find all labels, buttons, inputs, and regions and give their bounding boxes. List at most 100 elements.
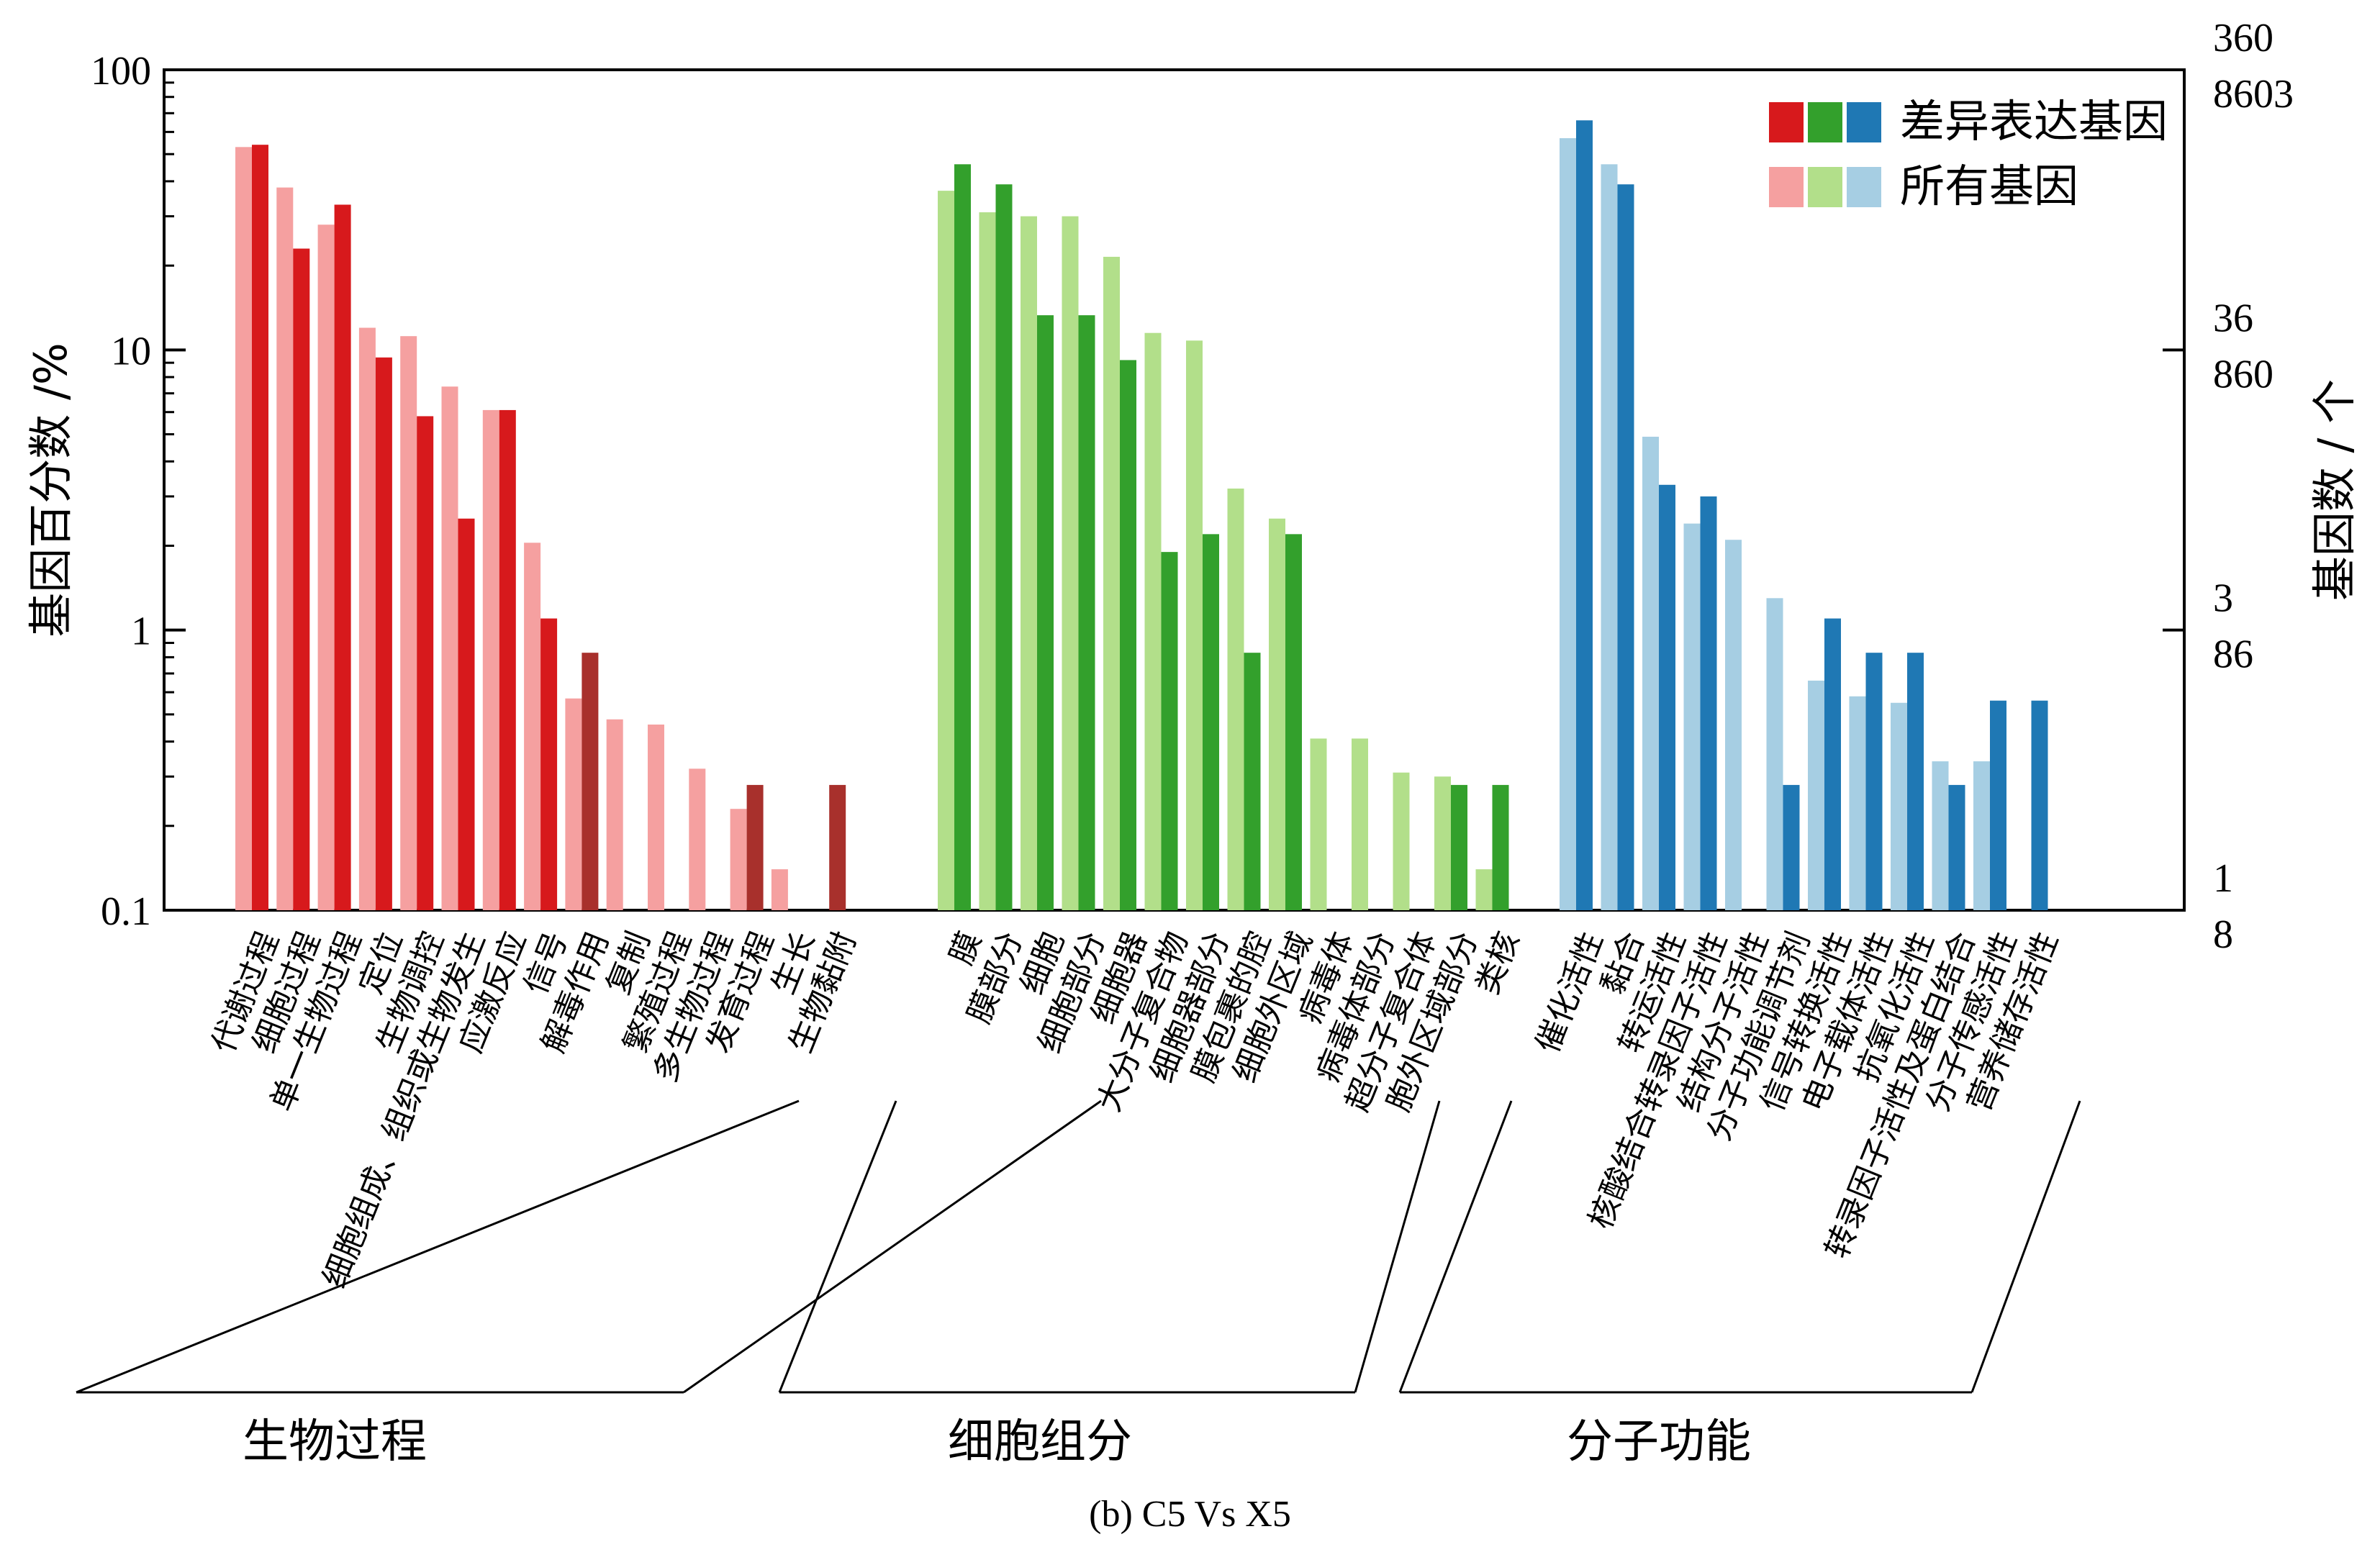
bar-all-genes [1352, 738, 1368, 910]
group-bracket-right [1354, 1100, 1441, 1393]
bar-all-genes [482, 409, 499, 910]
right-tick-label-total: 8603 [2213, 72, 2294, 117]
bar-all-genes [1269, 518, 1285, 910]
right-axis-title: 基因数 / 个 [2308, 379, 2361, 601]
bar-all-genes [1849, 696, 1866, 910]
bar-all-genes [1144, 332, 1162, 910]
bar-all-genes [771, 869, 788, 910]
bar-deg-genes [1865, 653, 1883, 910]
bar-deg-genes [417, 416, 434, 910]
bar-deg-genes [458, 518, 475, 910]
legend-swatch [1808, 167, 1842, 207]
bar-deg-genes [1203, 534, 1219, 910]
right-tick-label-count: 3 [2213, 576, 2233, 621]
bar-deg-genes [746, 784, 764, 910]
bar-all-genes [1103, 256, 1120, 911]
bar-all-genes [1434, 776, 1451, 910]
bar-deg-genes [1783, 784, 1800, 910]
legend-swatch [1769, 102, 1804, 142]
group-title: 生物过程 [243, 1415, 427, 1469]
bar-all-genes [1227, 488, 1244, 910]
y-tick-label: 10 [111, 329, 151, 373]
y-tick-label: 1 [131, 609, 151, 654]
bar-deg-genes [1617, 184, 1634, 911]
bar-deg-genes [1451, 784, 1467, 910]
y-tick-label: 100 [91, 49, 151, 94]
bar-all-genes [648, 724, 664, 910]
right-tick-label-total: 86 [2213, 632, 2253, 677]
legend-label: 差异表达基因 [1900, 95, 2168, 148]
bar-all-genes [606, 719, 623, 910]
bar-all-genes [1310, 738, 1327, 910]
bar-all-genes [358, 327, 376, 910]
right-tick-label-total: 860 [2213, 352, 2273, 396]
bar-deg-genes [1948, 784, 1965, 910]
bar-all-genes [1932, 761, 1949, 910]
bar-all-genes [1973, 761, 1990, 910]
bar-all-genes [1186, 340, 1203, 911]
bar-all-genes [1560, 138, 1576, 911]
category-label: 催化活性 [1529, 927, 1611, 1058]
bar-deg-genes [375, 357, 392, 911]
bar-deg-genes [540, 618, 558, 910]
legend-swatch [1769, 167, 1804, 207]
y-tick-label: 0.1 [101, 889, 151, 934]
bar-all-genes [1393, 772, 1410, 910]
bar-deg-genes [1120, 360, 1136, 910]
bar-deg-genes [829, 784, 846, 910]
bar-deg-genes [1161, 552, 1178, 910]
bar-deg-genes [1037, 315, 1054, 910]
bar-deg-genes [954, 164, 971, 911]
bar-deg-genes [1990, 700, 2006, 910]
group-bracket-left [1398, 1100, 1513, 1393]
bar-all-genes [1766, 598, 1783, 910]
bar-all-genes [1062, 216, 1079, 911]
bar-all-genes [441, 386, 458, 910]
bar-deg-genes [252, 145, 268, 911]
bar-deg-genes [1078, 315, 1095, 910]
legend-swatch [1847, 167, 1881, 207]
bar-deg-genes [1492, 784, 1509, 910]
bar-all-genes [400, 336, 417, 910]
bar-all-genes [730, 809, 747, 910]
bar-all-genes [317, 224, 335, 910]
bar-deg-genes [1285, 534, 1302, 910]
bar-all-genes [1725, 540, 1742, 910]
bar-all-genes [524, 543, 541, 910]
bar-all-genes [1808, 680, 1824, 910]
bar-deg-genes [1659, 484, 1675, 910]
bar-all-genes [235, 147, 252, 910]
bar-deg-genes [1244, 653, 1261, 910]
bar-deg-genes [1576, 120, 1593, 910]
group-title: 细胞组分 [948, 1415, 1132, 1469]
bar-deg-genes [582, 653, 599, 910]
figure-caption: (b) C5 Vs X5 [1089, 1494, 1291, 1535]
bar-all-genes [1891, 702, 1907, 910]
bar-all-genes [1601, 164, 1618, 911]
group-bracket-right [1970, 1100, 2081, 1393]
group-bracket-left [778, 1100, 897, 1393]
bar-all-genes [565, 698, 582, 910]
bar-all-genes [1475, 869, 1493, 910]
bar-all-genes [1683, 523, 1701, 910]
bar-all-genes [689, 768, 706, 910]
bar-deg-genes [334, 204, 351, 910]
bar-all-genes [938, 191, 954, 910]
group-title: 分子功能 [1567, 1415, 1751, 1469]
y-axis-title: 基因百分数 /% [24, 342, 77, 638]
right-tick-label-count: 1 [2213, 856, 2233, 901]
legend-label: 所有基因 [1900, 160, 2078, 212]
bar-all-genes [276, 187, 294, 910]
group-bracket-left [76, 1099, 800, 1394]
bar-deg-genes [1824, 618, 1841, 910]
legend-swatch [1847, 102, 1881, 142]
bar-deg-genes [1907, 653, 1924, 910]
right-tick-label-total: 8 [2213, 912, 2233, 957]
bar-deg-genes [995, 184, 1013, 911]
bar-all-genes [979, 212, 996, 910]
bar-deg-genes [2031, 700, 2048, 910]
right-tick-label-count: 36 [2213, 296, 2253, 340]
group-bracket-right [683, 1099, 1102, 1394]
bar-deg-genes [293, 248, 310, 911]
